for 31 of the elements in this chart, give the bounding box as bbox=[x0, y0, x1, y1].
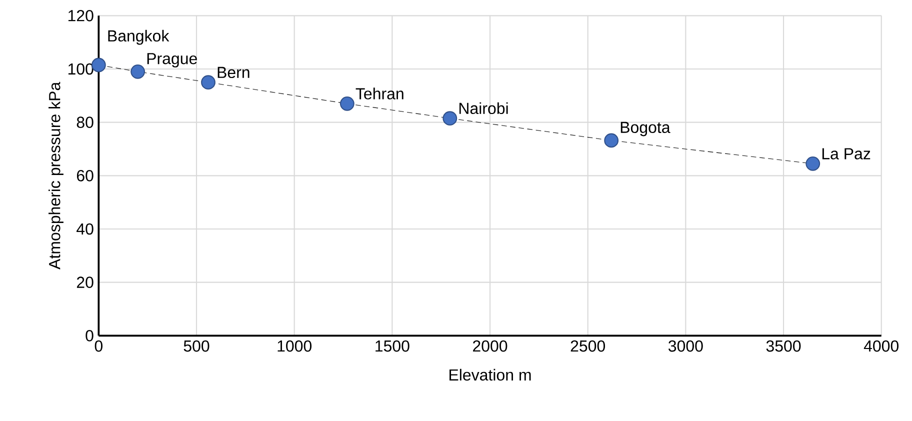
x-tick-label: 4000 bbox=[864, 340, 899, 352]
y-tick-label: 60 bbox=[76, 170, 94, 182]
point bbox=[340, 96, 354, 111]
annotation: Bogota bbox=[620, 122, 670, 136]
x-tick-label: 1500 bbox=[376, 340, 410, 352]
x-tick-label: 500 bbox=[184, 340, 210, 352]
x-tick-label: 2000 bbox=[473, 340, 508, 352]
x-tick-label: 3000 bbox=[668, 340, 703, 352]
x-tick-label: 0 bbox=[94, 340, 102, 352]
y-tick-label: 100 bbox=[68, 63, 94, 75]
y-tick-label: 20 bbox=[76, 276, 94, 288]
annotation: La Paz bbox=[822, 148, 870, 160]
x-tick-label: 2500 bbox=[570, 340, 606, 352]
x-tick-label: 1000 bbox=[278, 340, 312, 352]
y-tick-label: 80 bbox=[76, 116, 94, 128]
annotation: Tehran bbox=[356, 88, 404, 100]
annotation: Nairobi bbox=[459, 102, 508, 114]
y-axis-title: Atmospheric pressure kPa bbox=[48, 82, 64, 270]
point bbox=[806, 156, 820, 171]
x-tick-label: 3500 bbox=[766, 340, 801, 352]
annotation: Prague bbox=[147, 53, 197, 68]
point bbox=[130, 64, 146, 79]
point bbox=[442, 111, 458, 126]
y-tick-label: 0 bbox=[86, 330, 94, 342]
y-tick-label: 40 bbox=[76, 223, 94, 235]
annotation: Bern bbox=[218, 66, 250, 78]
x-axis-title: Elevation m bbox=[450, 368, 531, 381]
point bbox=[201, 75, 216, 90]
y-tick-label: 120 bbox=[68, 10, 94, 22]
point bbox=[604, 133, 619, 148]
annotation: Bangkok bbox=[108, 30, 170, 45]
